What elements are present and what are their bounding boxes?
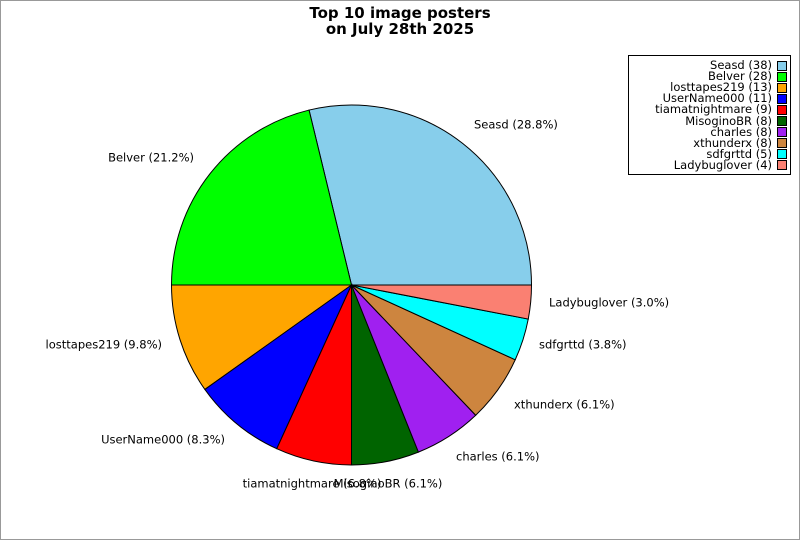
pie-label-tiamatnightmare: tiamatnightmare (6.8%) — [242, 476, 382, 491]
pie-label-sdfgrttd: sdfgrttd (3.8%) — [539, 337, 627, 352]
legend-label: tiamatnightmare (9) — [655, 102, 772, 117]
legend-swatch-MisoginoBR — [777, 116, 787, 127]
pie-slice-Belver — [170, 109, 353, 286]
legend-label: Ladybuglover (4) — [673, 157, 772, 172]
pie-label-MisoginoBR: MisoginoBR (6.1%) — [333, 476, 443, 491]
legend-label: Seasd (38) — [710, 58, 772, 73]
pie-label-UserName000: UserName000 (8.3%) — [101, 432, 225, 447]
legend: Seasd (38) Belver (28) losttapes219 (13) Us… — [628, 55, 791, 175]
legend-label: UserName000 (11) — [662, 91, 772, 106]
pie-slice-UserName000 — [204, 283, 353, 450]
legend-item-losttapes219: losttapes219 (13) — [631, 80, 787, 95]
legend-swatch-Seasd — [777, 60, 787, 71]
legend-swatch-xthunderx — [777, 138, 787, 149]
legend-label: xthunderx (8) — [693, 135, 772, 150]
legend-item-Belver: Belver (28) — [631, 69, 787, 84]
pie-slice-Ladybuglover — [351, 284, 533, 320]
legend-label: MisoginoBR (8) — [685, 113, 772, 128]
legend-item-Seasd: Seasd (38) — [631, 58, 787, 73]
pie-label-charles: charles (6.1%) — [456, 449, 540, 464]
legend-swatch-Belver — [777, 71, 787, 82]
pie-label-Belver: Belver (21.2%) — [108, 150, 194, 165]
legend-item-MisoginoBR: MisoginoBR (8) — [631, 115, 787, 126]
legend-item-tiamatnightmare: tiamatnightmare (9) — [631, 104, 787, 115]
legend-item-charles: charles (8) — [631, 124, 787, 139]
legend-label: losttapes219 (13) — [670, 80, 772, 95]
legend-swatch-sdfgrttd — [777, 149, 787, 160]
pie-slice-losttapes219 — [170, 284, 354, 391]
pie-label-losttapes219: losttapes219 (9.8%) — [45, 337, 162, 352]
legend-swatch-charles — [777, 127, 787, 138]
chart-title-line2: on July 28th 2025 — [325, 20, 475, 38]
legend-swatch-losttapes219 — [777, 82, 787, 93]
legend-swatch-tiamatnightmare — [777, 104, 787, 115]
pie-label-Ladybuglover: Ladybuglover (3.0%) — [549, 295, 670, 310]
legend-swatch-Ladybuglover — [777, 160, 787, 171]
legend-item-Ladybuglover: Ladybuglover (4) — [631, 157, 787, 172]
legend-item-xthunderx: xthunderx (8) — [631, 135, 787, 150]
chart-title: Top 10 image posters on July 28th 2025 — [1, 5, 799, 37]
pie-slice-Seasd — [308, 104, 533, 286]
legend-label: sdfgrttd (5) — [706, 146, 772, 161]
legend-item-sdfgrttd: sdfgrttd (5) — [631, 146, 787, 161]
chart-title-line1: Top 10 image posters — [309, 4, 491, 22]
legend-label: charles (8) — [710, 124, 772, 139]
legend-item-UserName000: UserName000 (11) — [631, 93, 787, 104]
pie-label-xthunderx: xthunderx (6.1%) — [514, 397, 615, 412]
pie-label-Seasd: Seasd (28.8%) — [474, 117, 558, 132]
legend-label: Belver (28) — [707, 69, 772, 84]
legend-swatch-UserName000 — [777, 93, 787, 104]
